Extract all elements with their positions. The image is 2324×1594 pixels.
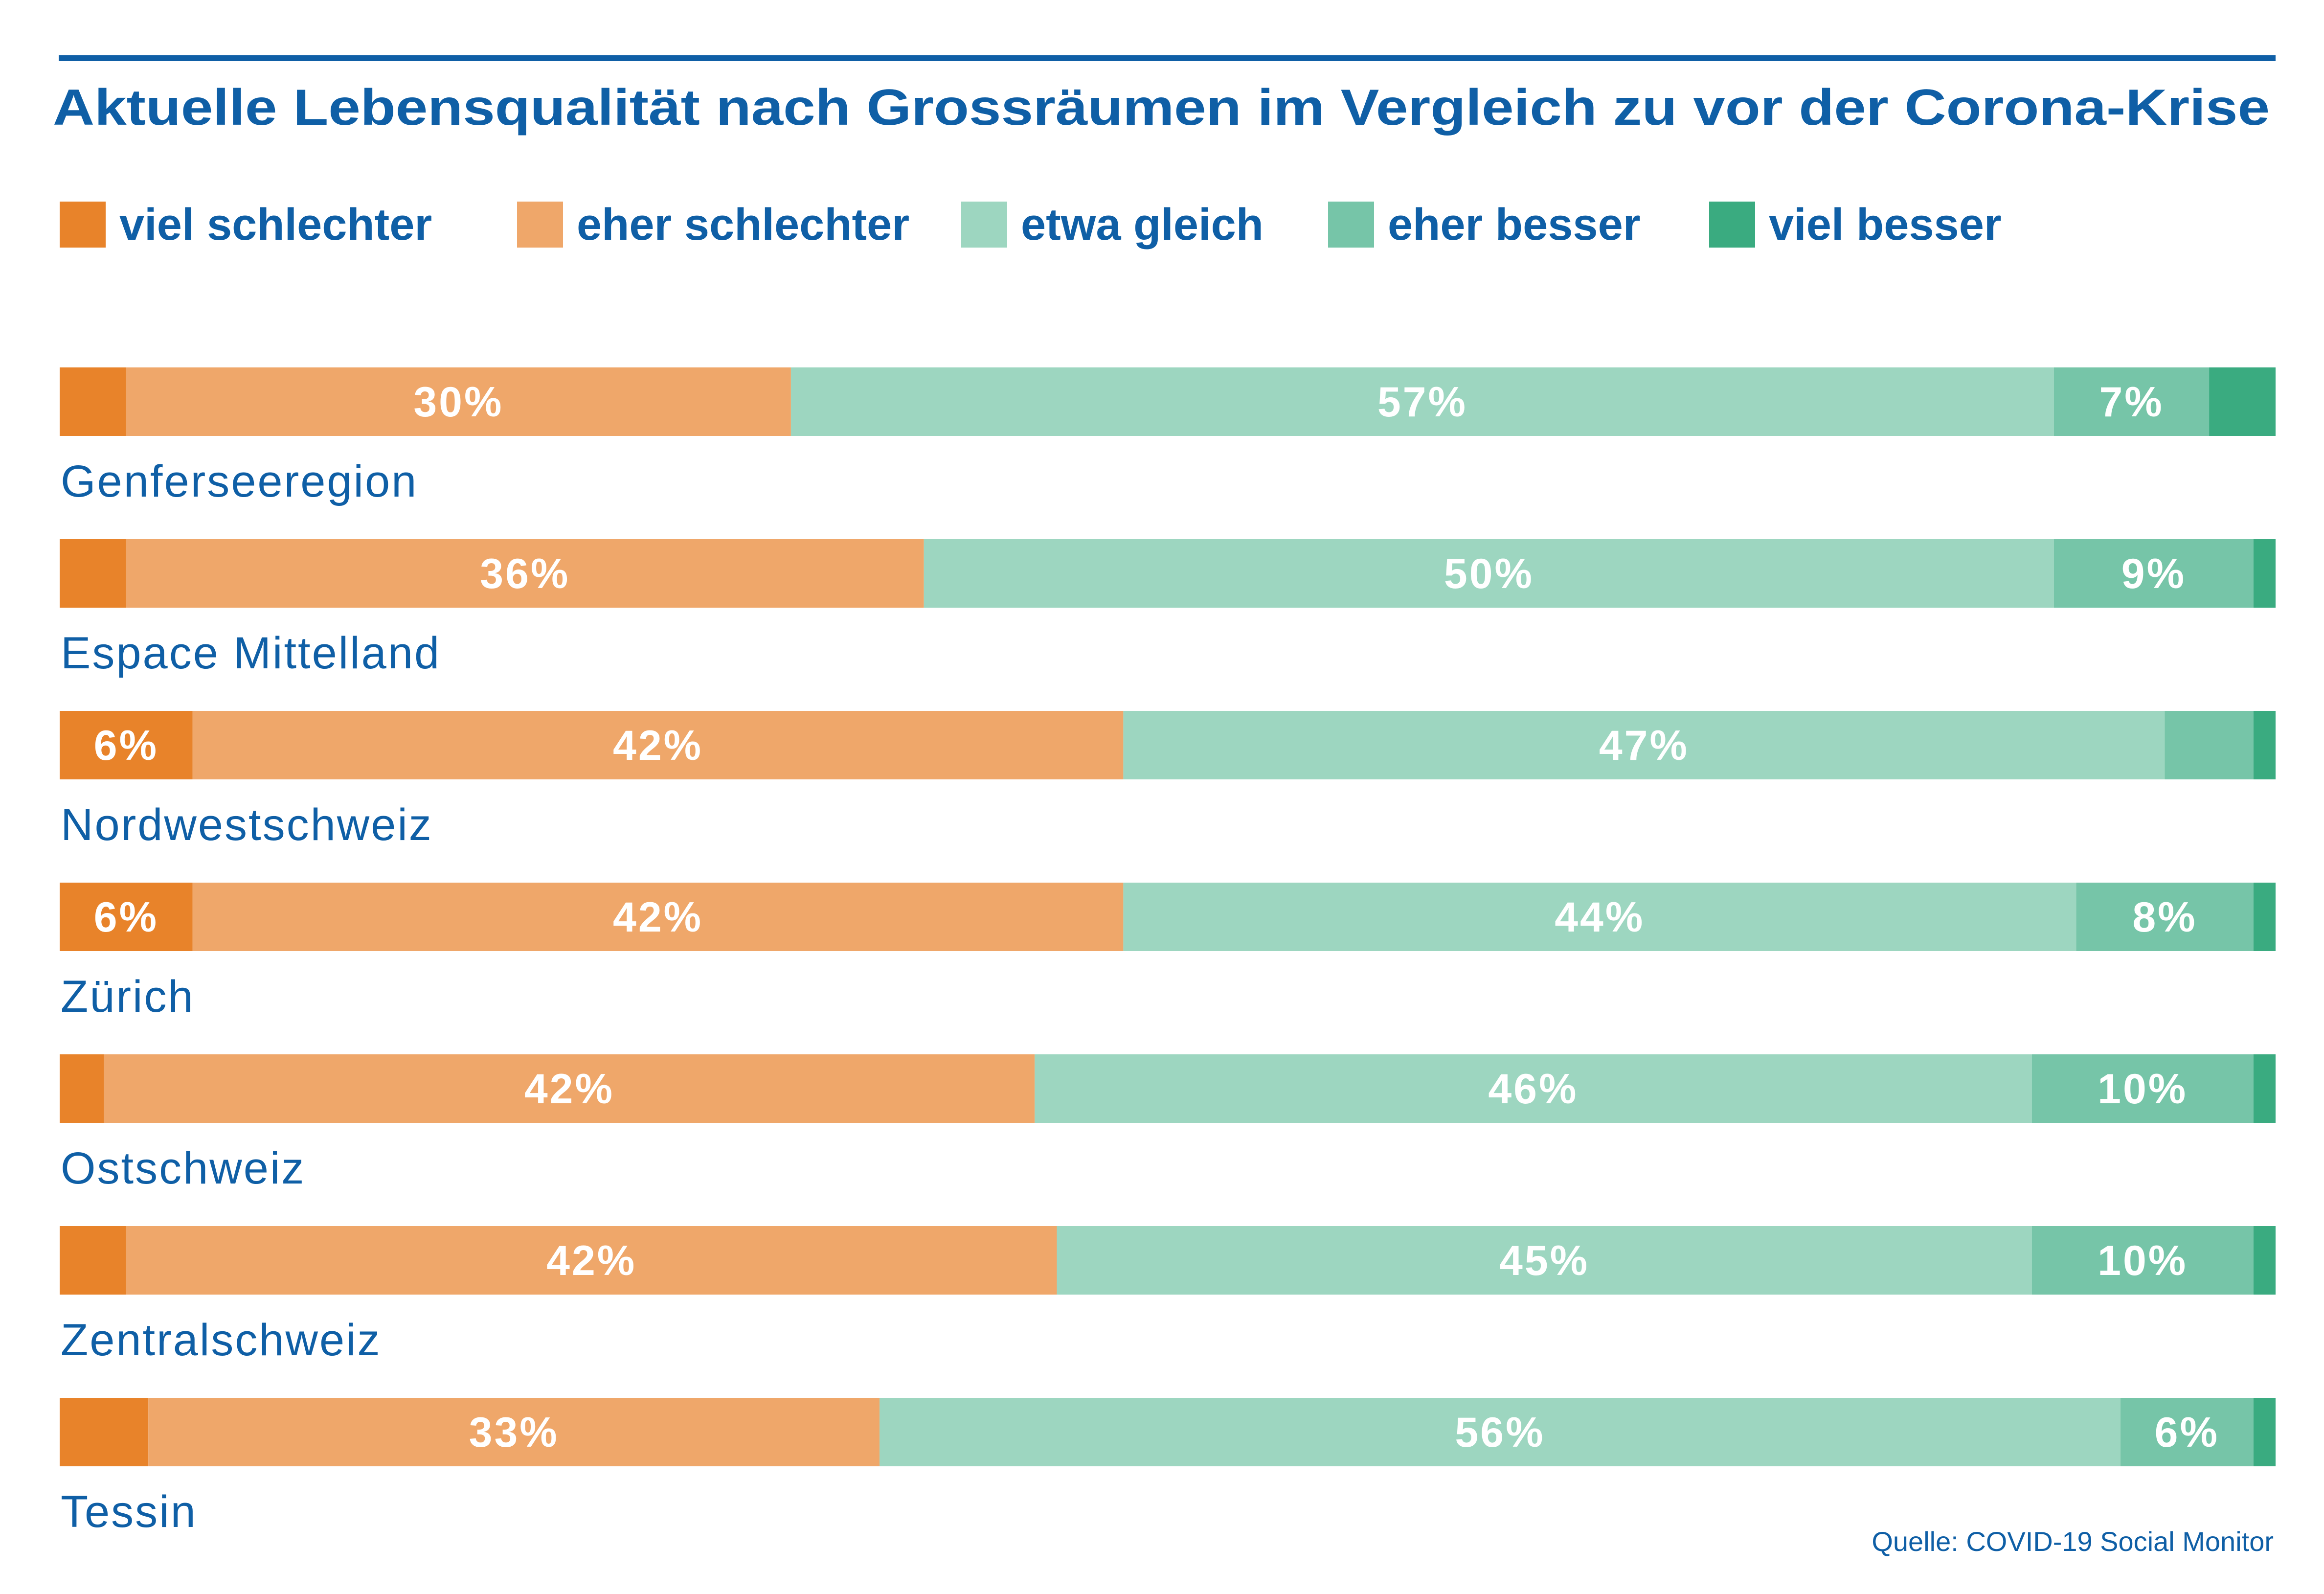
- bar-segment: [1035, 1054, 2032, 1123]
- data-label: 10%: [2098, 1237, 2188, 1284]
- bar-segment: [60, 1398, 149, 1466]
- data-label: 6%: [94, 894, 158, 941]
- legend-label: eher besser: [1388, 200, 1641, 250]
- bar-segment: [2031, 1226, 2254, 1295]
- bar-segment: [60, 883, 193, 951]
- data-label: 45%: [1499, 1237, 1589, 1284]
- data-label: 57%: [1377, 379, 1467, 426]
- bar-segment: [2253, 883, 2276, 951]
- bar-segment: [148, 1398, 880, 1466]
- source-note: Quelle: COVID-19 Social Monitor: [1872, 1526, 2274, 1557]
- bar-segment: [2054, 367, 2210, 436]
- data-label: 50%: [1444, 550, 1534, 597]
- bar-segment: [192, 711, 1124, 779]
- bar-segment: [2253, 711, 2276, 779]
- bar-segment: [2031, 1054, 2254, 1123]
- data-label: 6%: [94, 722, 158, 769]
- data-label: 42%: [613, 722, 703, 769]
- chart-title: Aktuelle Lebensqualität nach Grossräumen…: [53, 79, 2270, 136]
- bar-segment: [2076, 883, 2254, 951]
- bar-segment: [2253, 1398, 2276, 1466]
- bar-segment: [1057, 1226, 2032, 1295]
- legend-swatch: [1328, 202, 1374, 248]
- category-label: Ostschweiz: [61, 1143, 305, 1193]
- data-label: 47%: [1599, 722, 1689, 769]
- data-label: 9%: [2121, 550, 2186, 597]
- bar-segment: [924, 539, 2054, 608]
- legend-swatch: [60, 202, 106, 248]
- legend: viel schlechter eher schlechter etwa gleic…: [60, 200, 2002, 250]
- category-label: Genferseeregion: [61, 456, 418, 506]
- data-label: 36%: [480, 550, 570, 597]
- data-label: 46%: [1488, 1066, 1578, 1113]
- bar-segment: [2120, 1398, 2254, 1466]
- data-label: 30%: [413, 379, 503, 426]
- bar-segment: [60, 1054, 104, 1123]
- legend-label: etwa gleich: [1021, 200, 1264, 250]
- category-label: Zentralschweiz: [61, 1315, 382, 1365]
- category-labels: Genferseeregion Espace Mittelland Nordwest…: [61, 456, 441, 1537]
- bar-segment: [2209, 367, 2276, 436]
- legend-label: eher schlechter: [577, 200, 909, 250]
- bar-segment: [104, 1054, 1035, 1123]
- bar-segment: [126, 367, 791, 436]
- data-label: 56%: [1455, 1409, 1545, 1456]
- bar-segment: [880, 1398, 2121, 1466]
- bar-segment: [1123, 883, 2076, 951]
- bar-segment: [126, 1226, 1057, 1295]
- data-label: 10%: [2098, 1066, 2188, 1113]
- legend-swatch: [1709, 202, 1755, 248]
- bar-segment: [126, 539, 924, 608]
- legend-swatch: [517, 202, 563, 248]
- bar-segment: [2253, 1054, 2276, 1123]
- data-label: 7%: [2099, 379, 2164, 426]
- category-label: Tessin: [61, 1487, 197, 1537]
- data-label: 33%: [469, 1409, 559, 1456]
- category-label: Nordwestschweiz: [61, 800, 433, 850]
- bar-segment: [60, 711, 193, 779]
- data-label: 8%: [2132, 894, 2197, 941]
- data-label: 42%: [613, 894, 703, 941]
- legend-swatch: [961, 202, 1007, 248]
- bar-segment: [2253, 539, 2276, 608]
- top-rule: [59, 55, 2276, 61]
- category-label: Espace Mittelland: [61, 628, 441, 678]
- bars: [60, 367, 2276, 1466]
- legend-label: viel schlechter: [119, 200, 432, 250]
- bar-segment: [2054, 539, 2254, 608]
- bar-segment: [60, 1226, 126, 1295]
- bar-segment: [192, 883, 1124, 951]
- bar-segment: [2165, 711, 2254, 779]
- bar-segment: [60, 367, 126, 436]
- legend-label: viel besser: [1769, 200, 2002, 250]
- bar-segment: [2253, 1226, 2276, 1295]
- category-label: Zürich: [61, 972, 195, 1022]
- bar-segment: [790, 367, 2054, 436]
- value-labels: 30% 57% 7% 36% 50% 9% 6% 42% 47% 6% 42% 44% 8% 42% 46%…: [94, 379, 2219, 1456]
- bar-segment: [1123, 711, 2165, 779]
- bar-segment: [60, 539, 126, 608]
- data-label: 6%: [2155, 1409, 2219, 1456]
- data-label: 44%: [1555, 894, 1645, 941]
- data-label: 42%: [524, 1066, 614, 1113]
- data-label: 42%: [546, 1237, 636, 1284]
